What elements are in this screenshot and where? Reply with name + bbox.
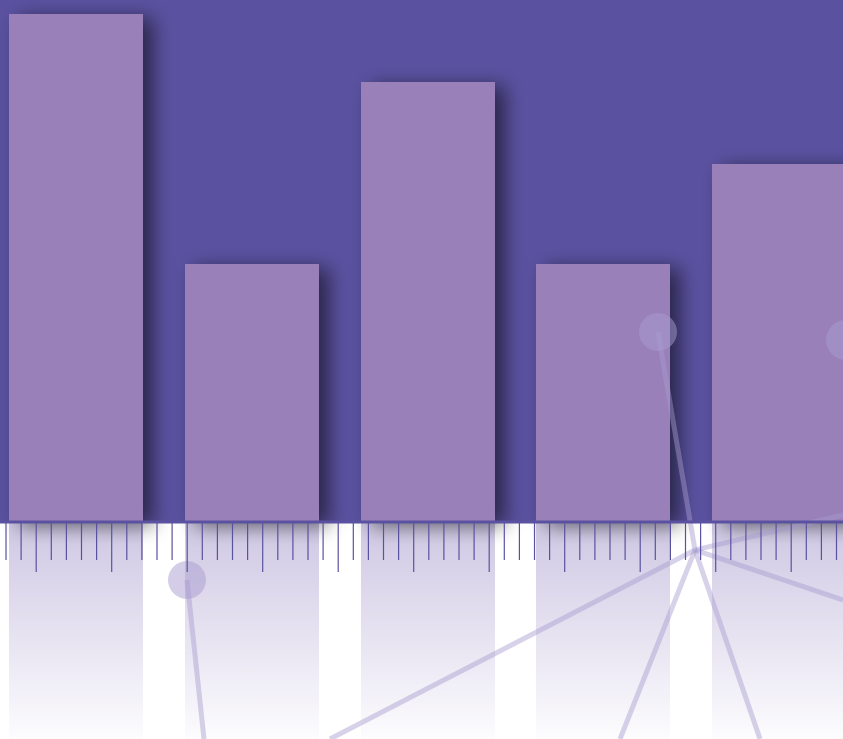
reflection bbox=[712, 522, 843, 739]
bar bbox=[185, 264, 319, 522]
network-line bbox=[692, 549, 763, 739]
network-line bbox=[655, 331, 698, 551]
bar bbox=[361, 82, 495, 522]
network-line bbox=[617, 549, 698, 739]
reflection bbox=[536, 522, 670, 739]
network-node bbox=[826, 320, 843, 360]
network-line bbox=[328, 547, 697, 739]
bar bbox=[712, 164, 843, 522]
network-lines bbox=[184, 331, 843, 739]
network-node bbox=[639, 313, 677, 351]
network-node bbox=[168, 561, 206, 599]
bar bbox=[9, 14, 143, 522]
reflection bbox=[185, 522, 319, 739]
bar bbox=[536, 264, 670, 522]
reflection bbox=[361, 522, 495, 739]
network-line bbox=[184, 579, 207, 739]
reflections bbox=[9, 522, 843, 739]
bars bbox=[9, 14, 843, 522]
ruler-ticks bbox=[5, 522, 838, 572]
reflection bbox=[9, 522, 143, 739]
network-line bbox=[694, 547, 843, 603]
network-nodes bbox=[168, 313, 843, 599]
